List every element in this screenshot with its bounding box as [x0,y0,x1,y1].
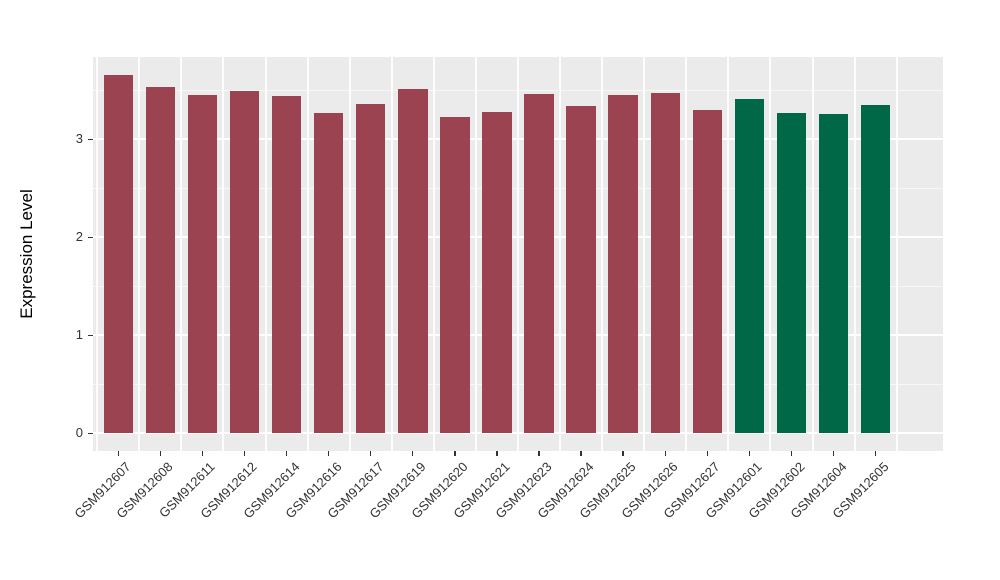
x-gridline [96,57,99,451]
x-tick-mark [622,451,624,456]
x-tick-mark [285,451,288,456]
bar-GSM912623 [524,94,554,434]
x-gridline [264,57,267,451]
bar-GSM912619 [398,89,428,434]
bar-GSM912624 [566,106,596,434]
x-gridline [474,57,477,451]
bar-GSM912627 [692,109,723,434]
x-gridline [853,57,856,451]
x-gridline [811,57,814,451]
x-gridline [769,57,772,451]
bar-GSM912605 [860,105,891,434]
x-gridline [727,57,730,451]
x-gridline [432,57,435,451]
x-tick-mark [159,451,162,456]
x-tick-mark [874,451,877,456]
bar-GSM912604 [818,113,849,434]
x-tick-mark [748,451,751,456]
x-gridline [517,57,519,451]
bar-GSM912601 [734,99,765,434]
y-tick-mark [88,334,93,337]
bar-GSM912617 [355,104,386,434]
x-tick-mark [370,451,372,456]
y-tick-label: 3 [75,131,83,147]
y-tick-mark [88,236,93,239]
x-gridline [390,57,393,451]
bar-GSM912612 [229,91,260,434]
x-tick-mark [327,451,330,456]
x-gridline [685,57,688,451]
x-tick-mark [454,451,456,456]
bar-GSM912614 [271,96,302,434]
bar-GSM912608 [145,87,176,434]
bar-GSM912607 [103,74,133,434]
y-tick-label: 2 [75,229,83,245]
y-tick-mark [88,432,93,435]
plot-panel [93,57,943,451]
x-gridline [306,57,309,451]
x-tick-mark [664,451,666,456]
x-gridline [601,57,604,451]
x-gridline [895,57,898,451]
y-tick-label: 0 [75,425,83,441]
x-tick-mark [538,451,540,456]
bar-GSM912602 [776,112,807,434]
x-tick-mark [243,451,246,456]
x-tick-mark [412,451,414,456]
x-tick-mark [706,451,709,456]
x-gridline [643,57,646,451]
y-tick-mark [88,138,93,141]
bar-GSM912620 [440,116,470,434]
x-gridline [559,57,562,451]
x-gridline [348,57,351,451]
x-tick-mark [496,451,498,456]
x-gridline [180,57,183,451]
bar-GSM912625 [608,95,638,434]
y-axis-title: Expression Level [17,189,36,319]
x-tick-mark [117,451,119,456]
x-tick-mark [580,451,582,456]
x-gridline [222,57,225,451]
bar-GSM912626 [650,93,680,434]
x-tick-mark [790,451,793,456]
x-gridline [138,57,141,451]
bar-GSM912621 [482,111,512,434]
bar-GSM912611 [187,95,218,434]
y-tick-label: 1 [75,327,83,343]
x-tick-mark [832,451,835,456]
bar-GSM912616 [313,112,344,434]
x-tick-mark [201,451,204,456]
